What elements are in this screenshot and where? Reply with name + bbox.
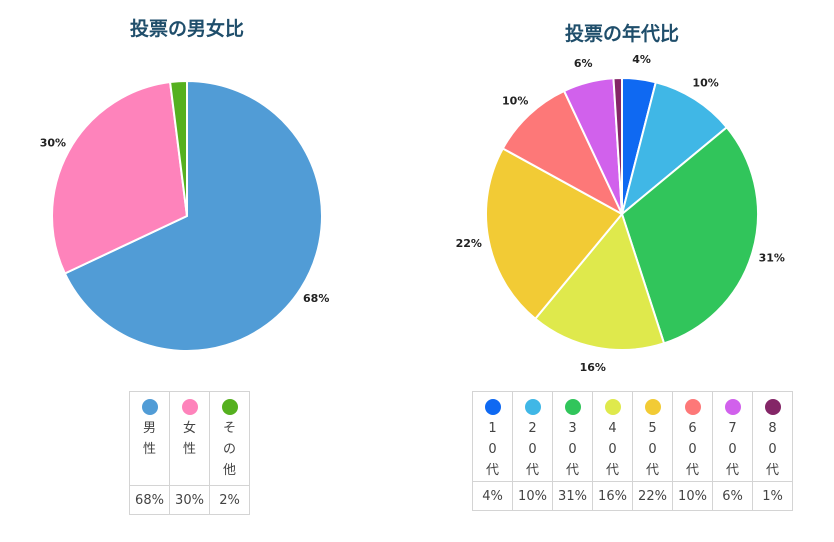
- slice-label-2: 10%: [692, 76, 718, 89]
- legend-value: 16%: [592, 481, 633, 511]
- legend-swatch: [484, 399, 501, 415]
- gender-chart: 68% 30% 投票の男女比 男性 女性 その他 68% 30% 2%: [0, 0, 380, 542]
- legend-category-label: 30代: [565, 421, 579, 478]
- gender-legend-table: 男性 女性 その他 68% 30% 2%: [129, 391, 250, 515]
- legend-item: 30代: [552, 391, 593, 482]
- pie-slice-6: [501, 89, 623, 215]
- pie-slice-3: [169, 79, 188, 217]
- legend-swatch: [604, 399, 621, 415]
- legend-swatch: [524, 399, 541, 415]
- legend-swatch: [564, 399, 581, 415]
- legend-category-label: 80代: [765, 421, 779, 478]
- gender-legend-values-row: 68% 30% 2%: [129, 485, 250, 515]
- legend-swatch: [644, 399, 661, 415]
- legend-value: 30%: [169, 485, 210, 515]
- legend-value: 31%: [552, 481, 593, 511]
- legend-category-label: 男性: [142, 421, 156, 457]
- legend-item: 20代: [512, 391, 553, 482]
- legend-value: 2%: [209, 485, 250, 515]
- legend-item: 40代: [592, 391, 633, 482]
- slice-label-1: 68%: [303, 292, 329, 305]
- legend-category-label: 60代: [685, 421, 699, 478]
- legend-value: 10%: [512, 481, 553, 511]
- legend-item: 男性: [129, 391, 170, 486]
- gender-pie: 68% 30%: [40, 79, 329, 352]
- legend-item: その他: [209, 391, 250, 486]
- legend-item: 10代: [472, 391, 513, 482]
- legend-value: 22%: [632, 481, 673, 511]
- legend-category-label: 20代: [525, 421, 539, 478]
- legend-category-label: その他: [222, 421, 236, 478]
- legend-value: 4%: [472, 481, 513, 511]
- legend-category-label: 10代: [485, 421, 499, 478]
- legend-item: 女性: [169, 391, 210, 486]
- slice-label-4: 16%: [580, 361, 606, 374]
- legend-item: 60代: [672, 391, 713, 482]
- legend-category-label: 女性: [182, 421, 196, 457]
- legend-item: 50代: [632, 391, 673, 482]
- legend-value: 6%: [712, 481, 753, 511]
- pie-slice-3: [621, 126, 759, 345]
- age-legend-table: 10代 20代 30代 40代 50代 60代 70代 80代 4% 10% 31% 16% 22% 1…: [472, 391, 793, 511]
- age-pie: 4% 10% 31% 16% 22% 10% 6%: [456, 53, 785, 374]
- slice-label-3: 31%: [759, 252, 785, 265]
- age-chart: 4% 10% 31% 16% 22% 10% 6% 投票の年代比 10代 20代 30代 40代 5…: [430, 0, 834, 542]
- slice-label-1: 4%: [632, 53, 651, 66]
- legend-item: 70代: [712, 391, 753, 482]
- pie-slice-8: [612, 77, 623, 215]
- pie-slice-2: [621, 81, 728, 215]
- slice-label-6: 10%: [502, 94, 528, 107]
- pie-slice-5: [485, 147, 623, 320]
- legend-category-label: 50代: [645, 421, 659, 478]
- legend-swatch: [684, 399, 701, 415]
- slice-label-5: 22%: [456, 237, 482, 250]
- legend-value: 10%: [672, 481, 713, 511]
- legend-swatch: [141, 399, 158, 415]
- slice-label-7: 6%: [574, 57, 593, 70]
- legend-swatch: [764, 399, 781, 415]
- pie-slice-4: [534, 213, 666, 351]
- age-legend-values-row: 4% 10% 31% 16% 22% 10% 6% 1%: [472, 481, 793, 511]
- legend-swatch: [181, 399, 198, 415]
- pie-slice-2: [51, 81, 188, 275]
- gender-legend-categories-row: 男性 女性 その他: [129, 391, 250, 486]
- pie-slice-1: [63, 80, 324, 352]
- legend-swatch: [724, 399, 741, 415]
- age-chart-title: 投票の年代比: [564, 23, 679, 45]
- legend-item: 80代: [752, 391, 793, 482]
- legend-value: 68%: [129, 485, 170, 515]
- age-legend-categories-row: 10代 20代 30代 40代 50代 60代 70代 80代: [472, 391, 793, 482]
- gender-chart-title: 投票の男女比: [129, 18, 244, 40]
- slice-label-2: 30%: [40, 136, 66, 149]
- legend-category-label: 70代: [725, 421, 739, 478]
- legend-value: 1%: [752, 481, 793, 511]
- legend-category-label: 40代: [605, 421, 619, 478]
- legend-swatch: [221, 399, 238, 415]
